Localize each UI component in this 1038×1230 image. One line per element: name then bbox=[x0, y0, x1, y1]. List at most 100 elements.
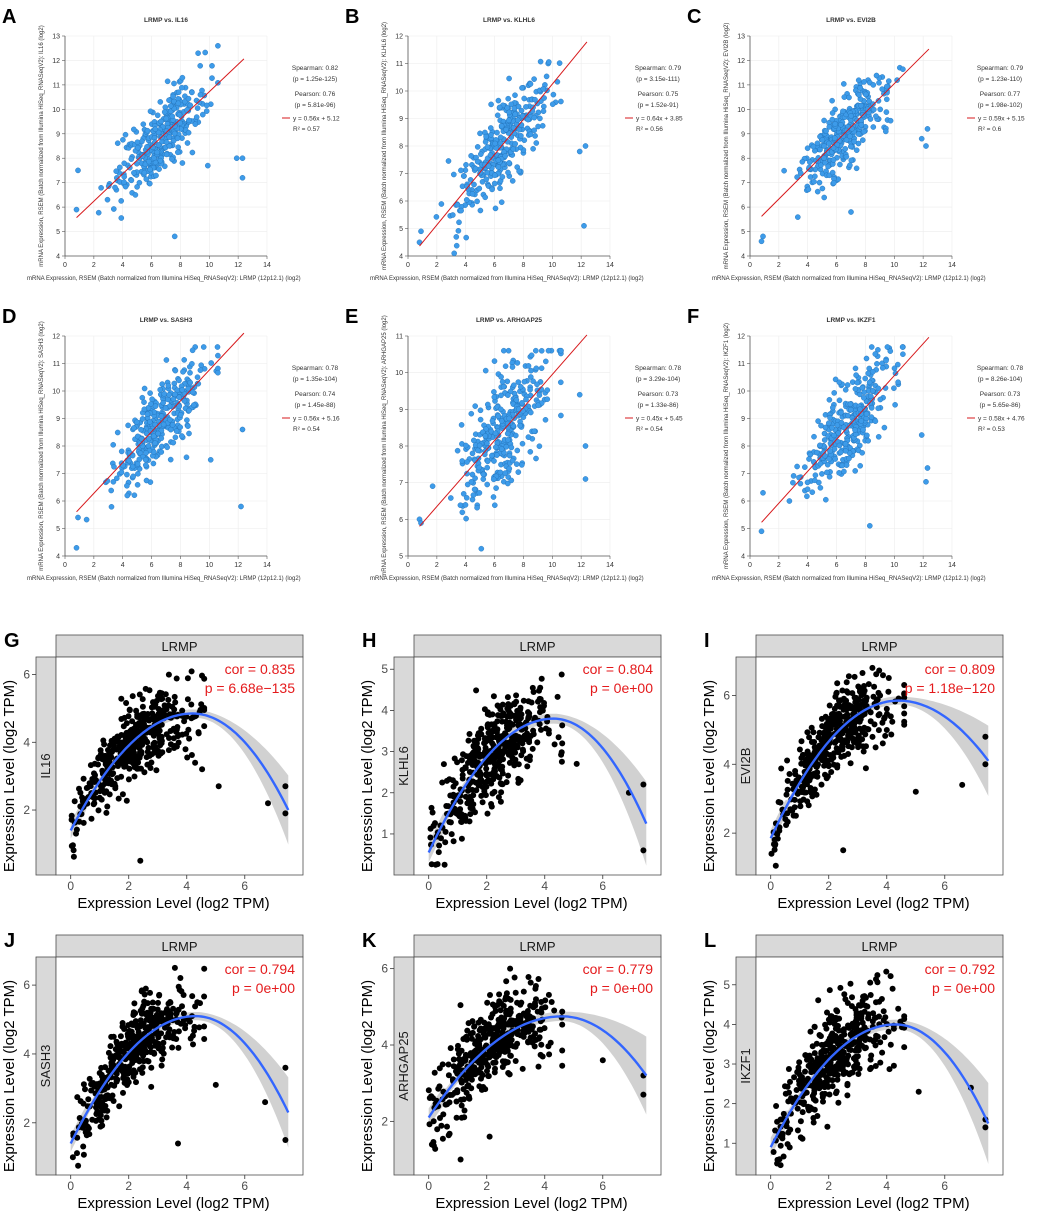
data-point bbox=[837, 697, 844, 704]
data-point bbox=[842, 387, 849, 393]
y-tick-label: 5 bbox=[56, 526, 60, 533]
data-point bbox=[129, 693, 136, 700]
data-point bbox=[478, 1075, 484, 1082]
data-point bbox=[150, 460, 157, 467]
data-point bbox=[837, 161, 843, 168]
data-point bbox=[813, 449, 820, 456]
data-point bbox=[852, 427, 858, 433]
x-axis-label: Expression Level (log2 TPM) bbox=[77, 895, 269, 912]
data-point bbox=[829, 110, 836, 116]
data-point bbox=[469, 191, 476, 197]
data-point bbox=[155, 1032, 161, 1039]
x-axis-label: mRNA Expression, RSEM (Batch normalized … bbox=[27, 276, 301, 282]
data-point bbox=[166, 97, 172, 103]
y-tick-label: 6 bbox=[399, 517, 403, 524]
data-point bbox=[883, 357, 889, 364]
data-point bbox=[143, 462, 149, 468]
data-point bbox=[495, 794, 502, 801]
data-point bbox=[536, 687, 542, 694]
data-point bbox=[843, 679, 850, 686]
data-point bbox=[126, 707, 133, 714]
chart-title: LRMP vs. KLHL6 bbox=[483, 17, 535, 24]
pearson-label: Pearson: 0.76 bbox=[295, 91, 336, 98]
data-point bbox=[582, 143, 589, 149]
regression-line bbox=[76, 332, 245, 513]
gene-label: IKZF1 bbox=[738, 1048, 753, 1083]
data-point bbox=[515, 469, 522, 475]
data-point bbox=[557, 379, 564, 386]
y-tick-label: 9 bbox=[741, 131, 745, 138]
data-point bbox=[544, 387, 551, 393]
scatter-points bbox=[416, 347, 589, 552]
data-point bbox=[143, 712, 150, 719]
data-point bbox=[872, 418, 879, 424]
data-point bbox=[478, 1064, 485, 1071]
fit-equation: y = 0.58x + 4.76 bbox=[978, 416, 1025, 423]
data-point bbox=[819, 723, 826, 730]
data-point bbox=[103, 809, 110, 816]
data-point bbox=[174, 135, 181, 142]
data-point bbox=[863, 743, 869, 750]
data-point bbox=[826, 124, 833, 130]
data-point bbox=[550, 91, 557, 98]
data-point bbox=[215, 43, 221, 49]
data-point bbox=[156, 727, 163, 734]
data-point bbox=[857, 462, 863, 469]
data-point bbox=[802, 1068, 808, 1075]
data-point bbox=[193, 114, 200, 120]
data-point bbox=[468, 152, 474, 159]
x-tick-label: 6 bbox=[150, 562, 154, 569]
data-point bbox=[463, 234, 469, 241]
data-point bbox=[141, 399, 147, 405]
data-point bbox=[161, 702, 168, 709]
data-point bbox=[130, 463, 136, 470]
data-point bbox=[869, 1018, 876, 1025]
data-point bbox=[215, 352, 221, 359]
data-point bbox=[170, 439, 177, 446]
data-point bbox=[124, 471, 130, 478]
data-point bbox=[95, 209, 102, 216]
data-point bbox=[825, 724, 832, 731]
data-point bbox=[142, 456, 149, 463]
data-point bbox=[505, 1070, 512, 1076]
data-point bbox=[506, 117, 512, 124]
data-point bbox=[107, 742, 113, 749]
data-point bbox=[802, 776, 809, 783]
data-point bbox=[870, 106, 877, 113]
data-point bbox=[154, 112, 161, 119]
data-point bbox=[172, 391, 178, 398]
data-point bbox=[128, 156, 135, 162]
data-point bbox=[804, 479, 811, 486]
data-point bbox=[805, 186, 812, 193]
data-point bbox=[839, 738, 846, 745]
data-point bbox=[136, 691, 143, 698]
data-point bbox=[493, 729, 500, 735]
data-point bbox=[521, 378, 528, 385]
scatter-points bbox=[768, 664, 989, 869]
data-point bbox=[489, 418, 496, 424]
y-tick-label: 9 bbox=[399, 407, 403, 414]
data-point bbox=[176, 111, 183, 118]
data-point bbox=[155, 752, 162, 759]
data-point bbox=[148, 1034, 155, 1041]
data-point bbox=[866, 98, 872, 104]
data-point bbox=[118, 448, 125, 455]
data-point bbox=[826, 397, 833, 403]
data-point bbox=[152, 126, 159, 132]
data-point bbox=[482, 433, 489, 439]
data-point bbox=[507, 996, 514, 1003]
spearman-p: (p = 1.23e-110) bbox=[978, 76, 1022, 83]
x-axis-label: mRNA Expression, RSEM (Batch normalized … bbox=[370, 276, 644, 282]
data-point bbox=[784, 818, 791, 825]
data-point bbox=[185, 129, 192, 136]
data-point bbox=[454, 447, 461, 454]
y-tick-label: 6 bbox=[23, 978, 30, 992]
data-point bbox=[894, 361, 901, 368]
data-point bbox=[189, 389, 196, 396]
data-point bbox=[525, 434, 532, 440]
data-point bbox=[841, 94, 848, 100]
cor-label: cor = 0.779 bbox=[583, 961, 654, 977]
x-axis-label: Expression Level (log2 TPM) bbox=[435, 1195, 627, 1212]
data-point bbox=[506, 465, 513, 472]
data-point bbox=[827, 448, 833, 454]
